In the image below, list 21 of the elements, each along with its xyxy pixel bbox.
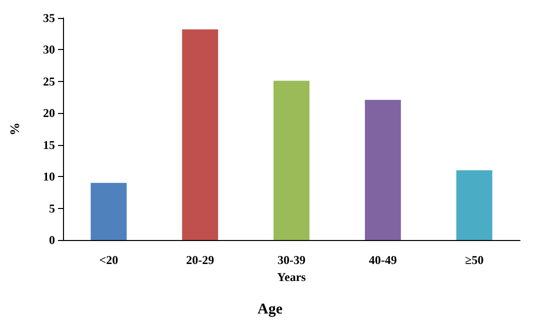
text: Age [258, 302, 283, 318]
y-axis-title: % [7, 122, 22, 136]
x-tick-label: 40-49 [368, 253, 397, 267]
y-tick-label: 20 [43, 106, 55, 120]
bar [364, 100, 401, 240]
x-tick-label: 30-39 [278, 253, 306, 267]
y-tick-label: 35 [43, 11, 55, 25]
bar [90, 182, 127, 240]
y-tick-label: 30 [43, 42, 55, 57]
y-tick-label: 5 [49, 201, 55, 216]
bar [274, 80, 310, 240]
x-tick-label: <20 [99, 253, 118, 267]
y-tick-label: 15 [43, 138, 55, 152]
bar [182, 29, 218, 240]
y-tick-label: 10 [43, 170, 55, 184]
y-tick-label: 25 [43, 74, 55, 88]
x-tick-label: ≥50 [465, 253, 484, 267]
x-tick-label: 20-29 [186, 253, 214, 267]
bar [456, 170, 492, 240]
y-tick-label: 0 [49, 233, 55, 247]
x-axis-title: Years [277, 270, 306, 284]
